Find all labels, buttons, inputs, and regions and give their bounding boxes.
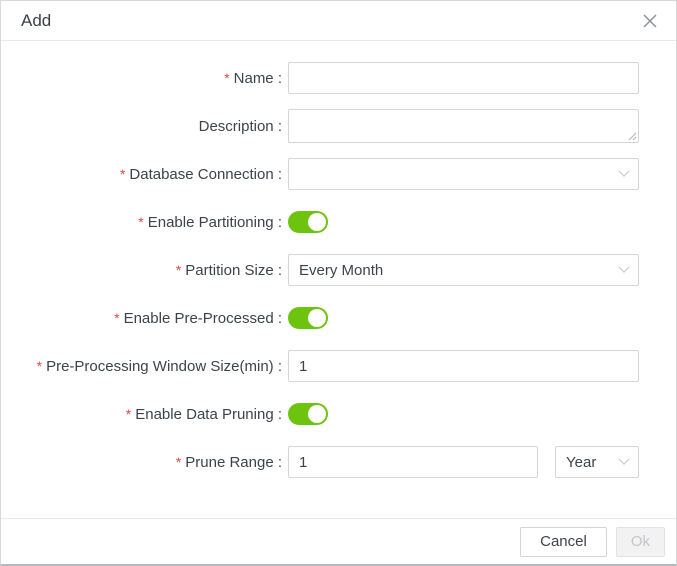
toggle-knob — [308, 405, 326, 423]
required-marker: * — [138, 213, 144, 230]
chevron-down-icon — [618, 453, 630, 465]
partition-size-select[interactable]: Every Month — [288, 254, 639, 286]
pre-processing-window-size-label: * Pre-Processing Window Size(min) : — [1, 358, 288, 375]
required-marker: * — [36, 357, 43, 374]
required-marker: * — [114, 309, 120, 326]
pre-processing-window-size-input[interactable] — [288, 350, 639, 382]
description-label-text: Description : — [198, 117, 282, 135]
form-row-pre-processing-window-size: * Pre-Processing Window Size(min) : — [1, 350, 639, 382]
enable-pre-processed-label: * Enable Pre-Processed : — [1, 310, 288, 327]
prune-range-unit-value: Year — [566, 453, 597, 471]
database-connection-label: * Database Connection : — [1, 166, 288, 183]
form-row-description: Description : — [1, 109, 639, 143]
toggle-knob — [308, 213, 326, 231]
enable-data-pruning-label-text: Enable Data Pruning : — [135, 405, 282, 423]
description-textarea[interactable] — [289, 110, 638, 142]
name-input[interactable] — [288, 62, 639, 94]
chevron-down-icon — [618, 165, 630, 177]
name-label: * Name : — [1, 70, 288, 87]
required-marker: * — [125, 405, 132, 422]
enable-pre-processed-toggle[interactable] — [288, 307, 328, 329]
enable-partitioning-toggle[interactable] — [288, 211, 328, 233]
dialog-title: Add — [21, 10, 52, 30]
dialog-header: Add — [1, 1, 676, 41]
form-row-prune-range: *Prune Range : Year — [1, 446, 639, 478]
chevron-down-icon — [618, 261, 630, 273]
prune-range-label-text: Prune Range : — [185, 453, 282, 471]
prune-range-combo: Year — [288, 446, 639, 478]
enable-partitioning-label: * Enable Partitioning : — [1, 214, 288, 231]
database-connection-select[interactable] — [288, 158, 639, 190]
pre-processing-window-size-label-text: Pre-Processing Window Size(min) : — [46, 357, 282, 375]
toggle-knob — [308, 309, 326, 327]
enable-pre-processed-label-text: Enable Pre-Processed : — [123, 309, 282, 327]
form-row-name: * Name : — [1, 62, 639, 94]
partition-size-label-text: Partition Size : — [185, 261, 282, 279]
required-marker: * — [175, 261, 182, 278]
form-row-database-connection: * Database Connection : — [1, 158, 639, 190]
description-label: Description : — [1, 118, 288, 135]
prune-range-label: * Prune Range : — [1, 454, 288, 471]
form-row-enable-data-pruning: * Enable Data Pruning : — [1, 398, 637, 430]
cancel-button[interactable]: Cancel — [520, 526, 607, 557]
partition-size-label: * Partition Size : — [1, 262, 288, 279]
partition-size-select-value: Every Month — [299, 261, 384, 279]
name-label-text: Name : — [233, 69, 282, 87]
prune-range-input[interactable] — [288, 446, 538, 478]
required-marker: * — [224, 69, 230, 86]
prune-range-unit-select[interactable]: Year — [555, 446, 639, 478]
ok-button[interactable]: Ok — [615, 526, 665, 557]
required-marker: * — [175, 453, 182, 470]
database-connection-label-text: Database Connection : — [129, 165, 282, 183]
close-button[interactable] — [640, 11, 660, 31]
dialog-footer: Cancel Ok — [1, 518, 676, 564]
close-icon — [643, 14, 657, 27]
dialog-body: * Name : Description : * Database Connecti… — [1, 41, 676, 478]
enable-partitioning-label-text: Enable Partitioning : — [147, 213, 282, 231]
form-row-enable-partitioning: * Enable Partitioning : — [1, 206, 637, 238]
enable-data-pruning-label: * Enable Data Pruning : — [1, 406, 288, 423]
required-marker: * — [119, 165, 126, 182]
description-field-wrap — [288, 109, 639, 143]
enable-data-pruning-toggle[interactable] — [288, 403, 328, 425]
form-row-partition-size: * Partition Size : Every Month — [1, 254, 639, 286]
form-row-enable-pre-processed: * Enable Pre-Processed : — [1, 302, 637, 334]
